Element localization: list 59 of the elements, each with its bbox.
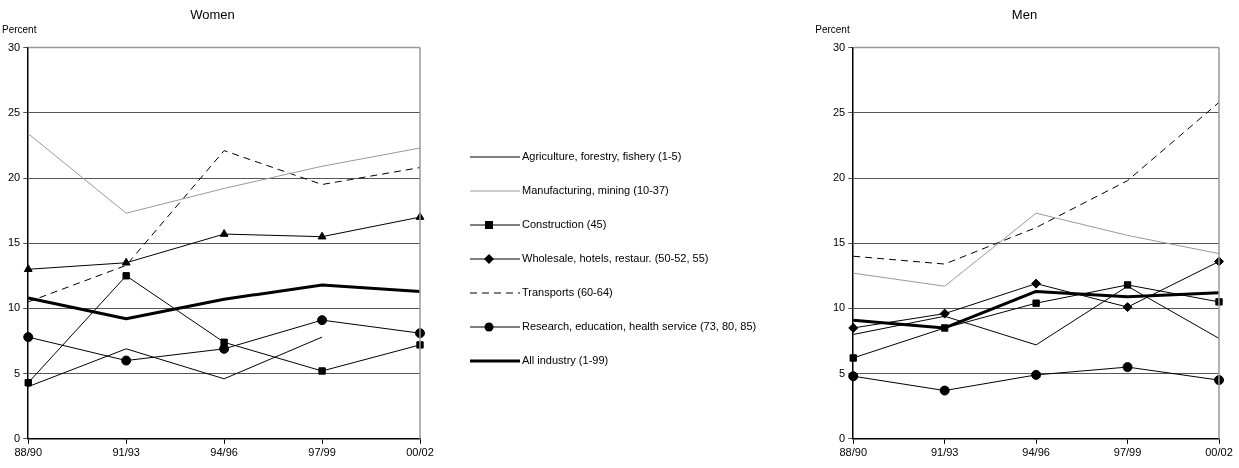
- y-tick-label: 25: [832, 105, 846, 118]
- point: [1122, 362, 1133, 373]
- point: [848, 322, 859, 333]
- point: [220, 338, 228, 346]
- point: [849, 354, 857, 362]
- point: [939, 385, 950, 396]
- legend-label: Agriculture, forestry, fishery (1-5): [522, 150, 682, 162]
- y-tick-label: 20: [832, 171, 846, 184]
- x-tick-label: 91/93: [930, 446, 959, 459]
- x-tick-label: 88/90: [14, 446, 42, 459]
- x-tick-label: 97/99: [1113, 446, 1142, 459]
- point: [317, 315, 328, 326]
- legend-label: Construction (45): [522, 218, 607, 230]
- x-tick-label: 00/02: [406, 446, 434, 459]
- legend-label: Manufacturing, mining (10-37): [522, 184, 669, 196]
- x-tick-label: 94/96: [210, 446, 238, 459]
- legend-label: Research, education, health service (73, 80, 85): [522, 320, 757, 332]
- point: [1122, 302, 1133, 313]
- point: [939, 308, 950, 319]
- y-tick-label: 15: [7, 236, 21, 249]
- y-tick-label: 25: [7, 105, 21, 118]
- x-tick-label: 91/93: [112, 446, 140, 459]
- y-tick-label: 0: [14, 431, 21, 444]
- point: [848, 371, 859, 382]
- y-tick-label: 5: [839, 366, 846, 379]
- point: [1031, 278, 1042, 289]
- chart-title: Women: [190, 7, 235, 23]
- y-tick-label: 10: [7, 301, 21, 314]
- y-tick-label: 30: [832, 40, 846, 53]
- chart-title: Men: [1011, 7, 1038, 23]
- point: [1215, 298, 1223, 306]
- y-tick-label: 5: [14, 366, 21, 379]
- x-tick-label: 97/99: [308, 446, 336, 459]
- legend-label: All industry (1-99): [522, 354, 609, 366]
- point: [121, 355, 132, 366]
- y-tick-label: 0: [839, 431, 846, 444]
- point: [1031, 369, 1042, 380]
- point: [23, 332, 34, 343]
- point: [318, 367, 326, 375]
- point: [122, 272, 130, 280]
- y-tick-label: 20: [7, 171, 21, 184]
- y-tick-label: 15: [832, 236, 846, 249]
- point: [23, 264, 33, 273]
- point: [219, 229, 229, 237]
- x-tick-label: 88/90: [839, 446, 867, 459]
- x-tick-label: 94/96: [1022, 446, 1050, 459]
- y-axis-title: Percent: [815, 24, 850, 36]
- y-axis-title: Percent: [2, 24, 37, 36]
- point: [1032, 299, 1040, 307]
- legend-label: Transports (60-64): [522, 286, 613, 298]
- x-tick-label: 00/02: [1205, 446, 1233, 459]
- point: [317, 231, 327, 240]
- point: [416, 341, 424, 349]
- legend-label: Wholesale, hotels, restaur. (50-52, 55): [522, 252, 709, 264]
- y-tick-label: 30: [7, 40, 21, 53]
- point: [941, 324, 949, 332]
- point: [24, 379, 32, 387]
- y-tick-label: 10: [832, 301, 846, 314]
- point: [121, 257, 131, 266]
